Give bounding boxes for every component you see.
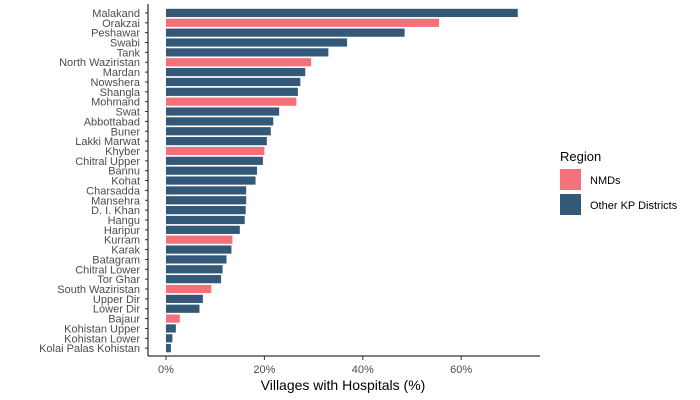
y-tick-label: Mardan — [103, 67, 140, 79]
y-tick-label: Malakand — [92, 8, 140, 20]
y-tick-label: Peshawar — [91, 28, 140, 40]
bar-tank — [166, 48, 329, 57]
bar-abbottabad — [166, 117, 274, 126]
y-tick-label: North Waziristan — [59, 57, 140, 69]
y-tick-label: Bajaur — [108, 314, 140, 326]
bar-kolai-palas-kohistan — [166, 344, 171, 353]
y-tick-label: Mansehra — [91, 195, 141, 207]
bar-khyber — [166, 146, 265, 156]
bar-upper-dir — [166, 294, 203, 303]
y-tick-label: Shangla — [100, 87, 141, 99]
y-tick-label: Kohistan Lower — [64, 333, 140, 345]
bar-haripur — [166, 225, 240, 234]
y-tick-label: Kohat — [111, 176, 140, 188]
x-axis-ticks: 0% 20% 40% 60% — [158, 356, 472, 376]
bar-malakand — [166, 8, 518, 18]
bar-peshawar — [166, 28, 405, 37]
y-tick-label: Lakki Marwat — [75, 136, 140, 148]
x-tick-label: 40% — [352, 364, 374, 376]
bar-north-waziristan — [166, 58, 312, 67]
bar-karak — [166, 245, 232, 254]
y-tick-label: Nowshera — [90, 77, 140, 89]
legend-label-nmds: NMDs — [590, 175, 621, 187]
bar-mohmand — [166, 97, 297, 106]
y-tick-label: South Waziristan — [57, 284, 140, 296]
legend: Region NMDs Other KP Districts — [560, 149, 678, 215]
y-tick-label: Hangu — [108, 215, 140, 227]
bar-bajaur — [166, 314, 180, 323]
bar-swat — [166, 107, 280, 116]
bar-shangla — [166, 87, 298, 96]
y-tick-label: Chitral Upper — [75, 156, 140, 168]
y-tick-label: Charsadda — [86, 185, 141, 197]
y-tick-label: D. I. Khan — [91, 205, 140, 217]
bar-tor-ghar — [166, 275, 222, 284]
y-tick-label: Swabi — [110, 38, 140, 50]
bar-south-waziristan — [166, 284, 212, 294]
bar-d-i-khan — [166, 206, 246, 215]
y-tick-label: Chitral Lower — [75, 264, 140, 276]
legend-swatch-other-kp-districts — [560, 194, 581, 215]
y-tick-label: Abbottabad — [84, 116, 140, 128]
bar-batagram — [166, 255, 227, 264]
bar-mardan — [166, 67, 306, 77]
bar-mansehra — [166, 196, 247, 205]
y-tick-label: Bannu — [108, 166, 140, 178]
y-tick-label: Kolai Palas Kohistan — [39, 343, 140, 355]
legend-label-other-kp-districts: Other KP Districts — [590, 200, 678, 212]
bar-orakzai — [166, 18, 440, 27]
y-tick-label: Lower Dir — [93, 304, 140, 316]
y-tick-label: Orakzai — [102, 18, 140, 30]
y-tick-label: Kohistan Upper — [64, 323, 140, 335]
y-tick-label: Swat — [116, 107, 140, 119]
x-tick-label: 20% — [253, 364, 275, 376]
y-tick-label: Tank — [117, 47, 141, 59]
bar-lakki-marwat — [166, 137, 267, 146]
bar-kohistan-lower — [166, 334, 173, 343]
y-tick-label: Upper Dir — [93, 294, 140, 306]
y-tick-label: Khyber — [105, 146, 140, 158]
bar-chitral-upper — [166, 156, 263, 165]
bar-lower-dir — [166, 304, 200, 313]
bar-bannu — [166, 166, 258, 175]
x-tick-label: 0% — [158, 364, 174, 376]
bar-nowshera — [166, 77, 301, 87]
bars-group — [166, 8, 518, 353]
y-tick-label: Kurram — [104, 235, 140, 247]
bar-kurram — [166, 235, 233, 244]
bar-kohistan-upper — [166, 324, 176, 333]
legend-swatch-nmds — [560, 169, 581, 190]
x-axis-title: Villages with Hospitals (%) — [261, 377, 426, 393]
y-tick-label: Tor Ghar — [97, 274, 140, 286]
bar-chitral-lower — [166, 265, 223, 274]
y-tick-label: Karak — [111, 245, 140, 257]
x-tick-label: 60% — [450, 364, 472, 376]
bar-hangu — [166, 215, 245, 225]
bar-buner — [166, 127, 271, 136]
y-tick-label: Haripur — [104, 225, 140, 237]
bar-swabi — [166, 38, 348, 47]
bar-charsadda — [166, 186, 247, 195]
y-tick-label: Buner — [111, 126, 141, 138]
y-tick-label: Mohmand — [91, 97, 140, 109]
bar-kohat — [166, 176, 256, 185]
y-tick-label: Batagram — [92, 254, 140, 266]
legend-title: Region — [560, 149, 601, 164]
